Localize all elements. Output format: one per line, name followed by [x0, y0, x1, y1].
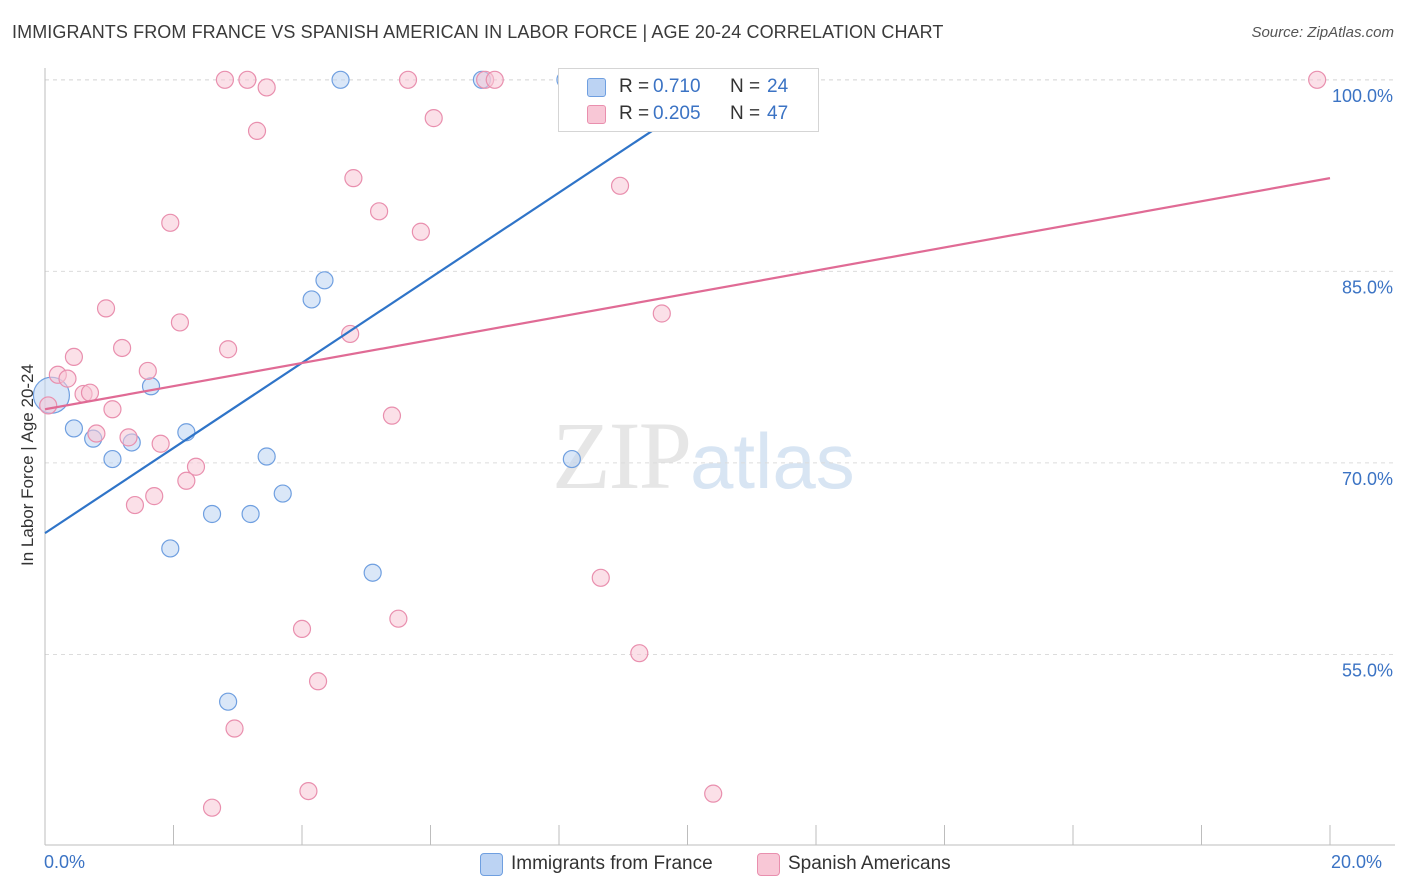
legend-row-spanish: R = 0.205 N = 47 [559, 101, 818, 127]
point-spanish [382, 406, 402, 425]
point-spanish [652, 304, 671, 323]
point-france [562, 449, 581, 469]
y-tick-label: 85.0% [1342, 277, 1393, 297]
point-france [315, 271, 334, 290]
point-spanish [96, 299, 116, 318]
point-spanish [103, 400, 122, 419]
point-france [202, 504, 222, 524]
legend-r-label: R = [619, 76, 650, 97]
point-spanish [39, 396, 58, 415]
point-spanish [170, 313, 190, 332]
chart-title: IMMIGRANTS FROM FRANCE VS SPANISH AMERIC… [12, 22, 944, 42]
point-spanish [58, 369, 77, 388]
series-label-france: Immigrants from France [511, 853, 713, 874]
point-spanish [299, 781, 318, 801]
legend-n-label: N = [730, 76, 761, 97]
legend-swatch-france [587, 78, 606, 97]
point-spanish [64, 347, 84, 367]
point-spanish [151, 434, 170, 453]
point-spanish [292, 619, 312, 639]
series-swatch-france [480, 853, 503, 876]
point-spanish [341, 324, 360, 344]
legend-r-value: 0.710 [653, 76, 701, 97]
point-france [64, 419, 84, 438]
point-spanish [80, 383, 100, 402]
y-axis-label: In Labor Force | Age 20-24 [18, 364, 37, 566]
point-france [257, 447, 276, 466]
point-france [331, 70, 350, 89]
point-spanish [1308, 70, 1327, 89]
series-swatch-spanish [757, 853, 780, 876]
point-spanish [344, 169, 363, 188]
point-spanish [591, 568, 610, 587]
point-spanish [485, 70, 504, 89]
point-spanish [389, 609, 408, 628]
point-spanish [238, 70, 257, 89]
point-spanish [370, 202, 389, 221]
point-spanish [398, 70, 418, 89]
point-spanish [161, 213, 180, 232]
series-label-spanish: Spanish Americans [788, 853, 951, 874]
point-spanish [704, 784, 723, 803]
point-france [103, 449, 122, 469]
watermark-atlas: atlas [690, 417, 855, 505]
point-spanish [145, 487, 164, 506]
x-tick-label-min: 0.0% [44, 852, 86, 872]
legend-n-label: N = [730, 103, 761, 124]
point-spanish [215, 70, 234, 89]
point-spanish [308, 672, 328, 691]
point-france [161, 539, 180, 558]
legend-row-france: R = 0.710 N = 24 [559, 74, 818, 100]
point-spanish [610, 176, 630, 195]
point-france [302, 290, 321, 309]
point-spanish [257, 78, 276, 97]
legend-r-label: R = [619, 103, 650, 124]
point-spanish [411, 222, 430, 241]
y-tick-label: 100.0% [1332, 86, 1393, 106]
point-france [273, 484, 292, 503]
point-spanish [87, 424, 106, 443]
legend-r-value: 0.205 [653, 103, 701, 124]
source-label: Source: ZipAtlas.com [1251, 24, 1394, 41]
point-spanish [247, 121, 267, 140]
point-spanish [424, 109, 443, 128]
legend-n-value: 47 [767, 103, 789, 124]
trend-line-france [44, 72, 740, 535]
point-france [241, 504, 260, 524]
legend-n-value: 24 [767, 76, 789, 97]
point-spanish [119, 428, 138, 447]
point-spanish [138, 361, 157, 381]
point-spanish [225, 719, 244, 738]
point-spanish [177, 471, 196, 490]
legend-swatch-spanish [587, 105, 606, 124]
point-france [363, 563, 382, 582]
point-spanish [219, 340, 238, 359]
x-tick-label-max: 20.0% [1331, 852, 1383, 872]
y-tick-label: 55.0% [1342, 660, 1393, 680]
point-spanish [186, 457, 206, 476]
stats-legend: R = 0.710 N = 24 R = 0.205 N = 47 [558, 68, 819, 132]
point-spanish [125, 495, 145, 515]
y-tick-label: 70.0% [1342, 469, 1393, 489]
point-spanish [630, 644, 649, 663]
point-france [219, 692, 238, 711]
point-spanish [112, 338, 132, 358]
trend-line-spanish [44, 177, 1331, 411]
point-spanish [202, 798, 222, 817]
